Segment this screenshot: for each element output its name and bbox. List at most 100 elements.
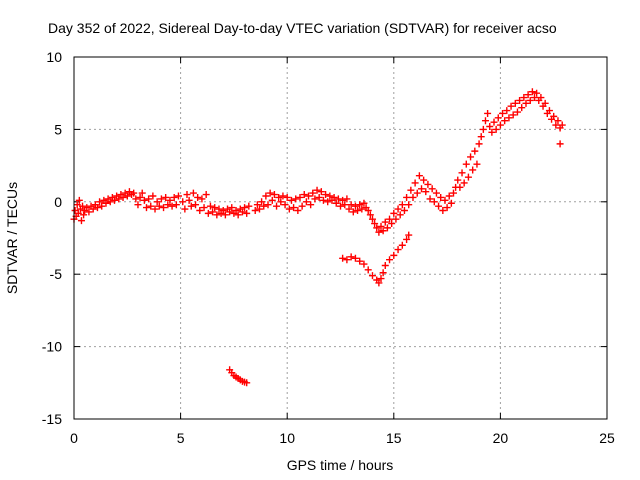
data-point [552, 121, 560, 129]
data-point [426, 195, 434, 203]
data-point [439, 206, 447, 214]
data-point [422, 188, 430, 196]
data-point [245, 202, 253, 210]
data-point [79, 202, 87, 210]
data-point [243, 379, 251, 387]
data-point [300, 191, 308, 199]
data-point [77, 217, 85, 225]
data-point [364, 206, 372, 214]
data-point [73, 201, 81, 209]
data-point [296, 193, 304, 201]
data-point [386, 215, 394, 223]
data-point [287, 196, 295, 204]
data-point [332, 199, 340, 207]
data-point [396, 211, 404, 219]
data-point [520, 94, 528, 102]
data-point [196, 206, 204, 214]
data-point [381, 218, 389, 226]
data-point [366, 211, 374, 219]
data-point [160, 204, 168, 212]
data-markers [70, 88, 566, 387]
data-point [234, 211, 242, 219]
data-point [398, 201, 406, 209]
data-point [279, 192, 287, 200]
data-point [253, 201, 261, 209]
data-point [394, 246, 402, 254]
data-point [337, 202, 344, 210]
data-point [464, 173, 472, 181]
data-point [343, 256, 351, 264]
data-point [140, 196, 148, 204]
data-point [528, 88, 536, 96]
data-point [330, 193, 338, 201]
data-point [537, 94, 545, 102]
data-point [360, 199, 368, 207]
data-point [456, 183, 464, 191]
data-point [145, 195, 153, 203]
data-point [74, 209, 82, 217]
data-point [204, 209, 212, 217]
data-point [430, 198, 438, 206]
data-point [377, 222, 385, 230]
data-point [435, 202, 443, 210]
data-point [260, 202, 268, 210]
data-point [277, 198, 285, 206]
data-point [524, 91, 532, 99]
data-point [149, 192, 157, 200]
data-point [157, 195, 165, 203]
data-point [379, 227, 387, 235]
data-point [187, 202, 195, 210]
x-tick-label: 5 [177, 430, 185, 446]
data-point [241, 204, 249, 212]
data-point [206, 202, 214, 210]
data-point [488, 128, 496, 136]
data-point [375, 279, 383, 287]
data-point [513, 108, 521, 116]
data-point [232, 206, 240, 214]
data-point [477, 133, 485, 141]
data-point [381, 262, 389, 270]
data-point [373, 224, 381, 232]
data-point [432, 189, 440, 197]
data-point [409, 193, 417, 201]
data-point [238, 208, 246, 216]
data-point [360, 260, 368, 268]
data-point [505, 114, 513, 122]
data-point [499, 109, 507, 117]
data-point [475, 140, 483, 148]
data-point [351, 254, 359, 262]
data-point [307, 201, 315, 209]
data-point [226, 208, 234, 216]
data-point [545, 107, 553, 115]
chart-title: Day 352 of 2022, Sidereal Day-to-day VTE… [48, 20, 557, 36]
data-point [556, 140, 564, 148]
data-point [375, 228, 383, 236]
data-point [106, 198, 114, 206]
data-point [347, 253, 355, 261]
data-point [181, 205, 189, 213]
data-point [484, 109, 492, 117]
data-point [501, 117, 509, 125]
data-point [98, 202, 106, 210]
data-point [345, 205, 353, 213]
data-point [215, 205, 223, 213]
data-point [194, 193, 202, 201]
data-point [258, 198, 266, 206]
data-point [449, 189, 457, 197]
data-point [481, 117, 489, 125]
data-point [383, 224, 391, 232]
data-point [398, 241, 406, 249]
data-point [522, 99, 530, 107]
data-point [467, 153, 475, 161]
data-point [123, 192, 131, 200]
data-point [290, 204, 298, 212]
y-tick-label: -15 [42, 411, 62, 427]
data-point [85, 208, 93, 216]
data-point [400, 206, 408, 214]
data-point [324, 198, 332, 206]
data-point [89, 205, 97, 213]
y-tick-label: -5 [50, 266, 63, 282]
data-point [80, 211, 88, 219]
data-point [541, 99, 549, 107]
